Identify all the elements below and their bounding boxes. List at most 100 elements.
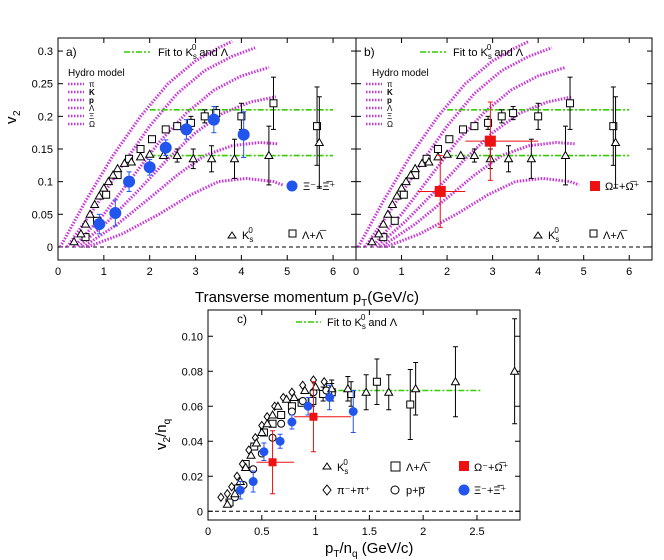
data-point: [610, 137, 621, 146]
panel-a-ylabel-main: v: [3, 116, 20, 124]
data-point: [119, 158, 130, 167]
data-point: [373, 228, 384, 238]
data-point: [264, 150, 274, 160]
y-tick-label: 0.05: [32, 209, 53, 221]
data-point: [98, 183, 109, 192]
data-point: [387, 199, 398, 208]
panel-b-hydro-title: Hydro model: [372, 68, 429, 79]
k0s-legend-label: K: [548, 230, 556, 242]
data-point: [459, 125, 468, 134]
data-point: [497, 112, 506, 121]
data-point: [200, 112, 209, 121]
x-tick-label: 0.5: [254, 526, 269, 538]
data-point: [560, 150, 571, 160]
data-point: [310, 381, 321, 391]
data-point: [299, 385, 310, 394]
y-tick-label: 0.04: [182, 436, 203, 448]
y-tick-label: 0.08: [182, 366, 203, 378]
data-point: [469, 150, 480, 160]
data-point: [303, 401, 313, 411]
hydro-legend-label: Λ: [89, 104, 95, 113]
data-point: [108, 170, 118, 179]
y-tick-label: 0.1: [38, 177, 53, 189]
pion-legend-label: π⁻+π⁺: [337, 485, 370, 497]
data-point: [406, 400, 415, 409]
k0s-legend-label: K: [337, 462, 345, 474]
data-point: [423, 157, 434, 166]
data-point: [267, 409, 278, 419]
data-point: [230, 488, 240, 498]
xi-legend-marker: [286, 180, 298, 192]
data-point: [251, 437, 262, 447]
k0s-legend-marker: [227, 231, 237, 239]
x-tick-label: 2: [444, 266, 450, 278]
panel-c: c) v2/nq pT/nq (GeV/c) 0 0.5 1 1.5 2 2.5 0 0.02…: [153, 309, 521, 560]
pion-legend-marker: [322, 484, 332, 496]
data-point: [277, 419, 286, 428]
lambda-legend-marker: [288, 229, 297, 238]
data-point: [609, 122, 618, 131]
y-tick-label: 0.3: [38, 46, 53, 58]
panel-b-ticks: 0 1 2 3 4 5 6: [353, 38, 652, 278]
hydro-legend-label: Ω: [89, 120, 95, 129]
panel-a-ticks: 0 1 2 3 4 5 6 0 0.05 0.1 0.15 0.2 0.25 0.3: [32, 38, 356, 278]
data-point: [237, 112, 246, 121]
data-point: [410, 383, 421, 393]
xi-legend-marker: [458, 484, 470, 496]
data-point: [123, 175, 136, 188]
data-point: [144, 149, 155, 158]
data-point: [378, 219, 389, 228]
hydro-legend-label: K: [89, 88, 95, 97]
panel-a: a) v 2 0 1 2 3 4 5 6 0 0.05 0.1 0.15 0.2 0.25 0.3 Hyd…: [3, 37, 357, 278]
x-tick-label: 1: [313, 526, 319, 538]
data-point: [207, 113, 220, 126]
data-point: [396, 183, 407, 192]
data-point: [240, 462, 251, 471]
x-tick-label: 0: [55, 266, 61, 278]
data-point: [348, 407, 358, 416]
data-point: [289, 392, 299, 401]
hydro-legend-label: π: [387, 80, 393, 89]
y-tick-label: 0.25: [32, 79, 53, 91]
y-tick-label: 0: [47, 242, 53, 254]
data-point: [442, 149, 452, 158]
data-point: [180, 123, 193, 136]
k0s-legend-marker: [533, 231, 543, 239]
x-tick-label: 2: [147, 266, 153, 278]
data-point: [367, 236, 377, 246]
data-point: [484, 135, 496, 147]
data-point: [188, 153, 199, 163]
data-point: [526, 153, 537, 163]
data-point: [246, 450, 256, 459]
x-tick-label: 1: [398, 266, 404, 278]
y-tick-label: 0.06: [182, 401, 203, 413]
panel-b-species-legend: Ω⁻+Ω̅⁺ Ks0 Λ+Λ̅: [533, 181, 640, 244]
panel-c-label: c): [237, 312, 247, 326]
data-point: [455, 150, 466, 160]
hydro-legend-label: Λ: [387, 104, 393, 113]
data-point: [433, 151, 443, 161]
lambda-legend-marker: [390, 461, 401, 472]
data-point: [445, 135, 454, 144]
panel-b-label: b): [364, 45, 375, 59]
panel-a-species-legend: Ξ⁻+Ξ̅⁺ Ks0 Λ+Λ̅: [227, 180, 336, 244]
data-point: [509, 366, 520, 375]
panel-a-marks: [69, 76, 325, 246]
data-point: [112, 163, 123, 173]
omega-legend-label: Ω⁻+Ω̅⁺: [474, 462, 509, 474]
panel-c-frame: [207, 309, 521, 521]
data-point: [217, 492, 225, 503]
data-point: [287, 407, 296, 416]
data-point: [69, 236, 79, 246]
hydro-curve: [82, 140, 279, 249]
omega-legend-marker: [459, 461, 469, 471]
y-tick-label: 0: [197, 506, 203, 518]
data-point: [277, 411, 286, 419]
svg-text:Fit to Ks0 and Λ: Fit to Ks0 and Λ: [327, 313, 398, 331]
data-point: [109, 206, 122, 219]
data-point: [273, 401, 283, 410]
xi-legend-label: Ξ⁻+Ξ̅⁺: [303, 181, 336, 193]
proton-legend-label: p+p̅: [406, 485, 426, 497]
